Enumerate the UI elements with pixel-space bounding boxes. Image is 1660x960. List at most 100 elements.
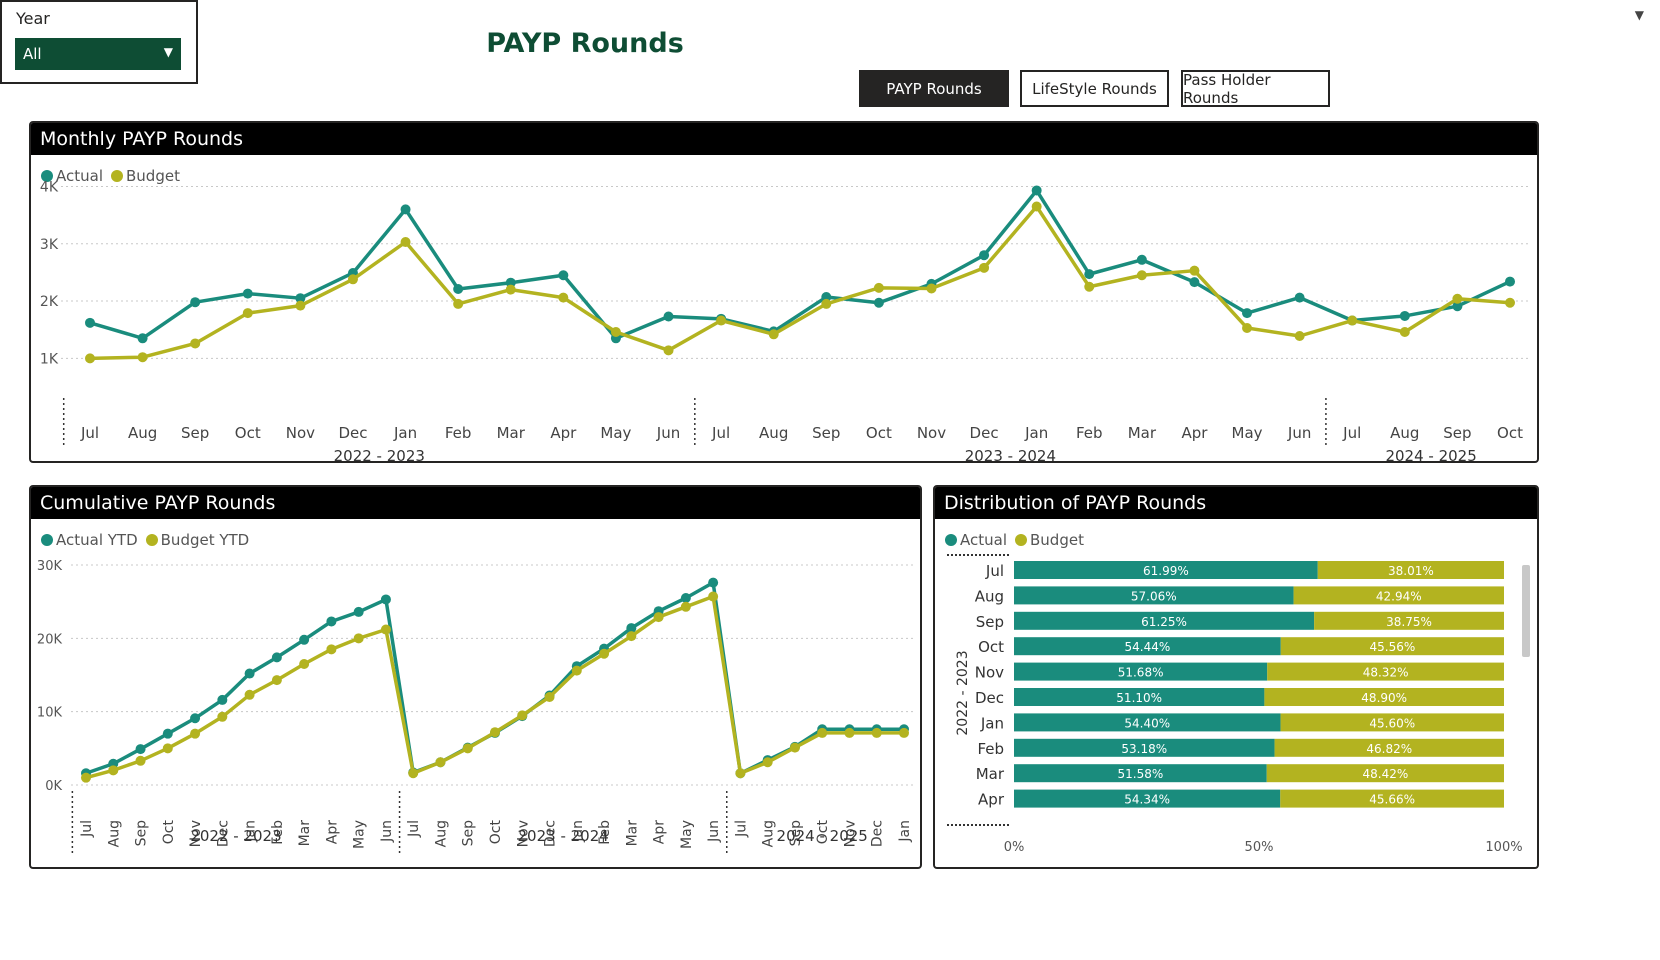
data-point-actual bbox=[873, 297, 884, 308]
year-dropdown[interactable]: All ▼ bbox=[15, 38, 181, 70]
y-category-label: Dec bbox=[975, 689, 1004, 707]
y-tick-label: 0K bbox=[45, 779, 62, 794]
x-tick-label: Dec bbox=[970, 424, 999, 442]
monthly-payp-card: Monthly PAYP Rounds Actual Budget 1K 2K 3K… bbox=[29, 121, 1539, 463]
bar-budget bbox=[1274, 738, 1504, 757]
legend-label: Budget bbox=[1030, 531, 1084, 549]
series-line-budget-ytd bbox=[85, 594, 904, 780]
group-label: 2023 - 2024 bbox=[518, 827, 609, 845]
data-point-budget-ytd bbox=[899, 727, 909, 738]
bar-actual bbox=[1014, 688, 1265, 706]
x-tick-label: Oct bbox=[815, 820, 831, 845]
y-category-label: Jul bbox=[985, 562, 1004, 580]
legend-item-budget-ytd[interactable]: Budget YTD bbox=[145, 531, 250, 549]
data-point-actual bbox=[190, 297, 201, 308]
bar-budget bbox=[1264, 688, 1504, 706]
chevron-down-icon[interactable]: ▼ bbox=[163, 45, 173, 59]
cumulative-legend: Actual YTD Budget YTD bbox=[41, 531, 257, 549]
cumulative-card-title: Cumulative PAYP Rounds bbox=[31, 487, 920, 519]
x-tick-label: 0% bbox=[1004, 840, 1025, 855]
data-point-actual-ytd bbox=[708, 577, 719, 588]
data-point-actual bbox=[1242, 308, 1253, 319]
bar-data-label: 54.40% bbox=[1124, 716, 1170, 730]
data-point-actual bbox=[1031, 185, 1042, 196]
data-point-budget-ytd bbox=[81, 772, 91, 783]
y-category-label: Mar bbox=[976, 765, 1005, 783]
legend-item-actual-ytd[interactable]: Actual YTD bbox=[41, 531, 138, 549]
data-point-actual bbox=[1136, 254, 1147, 265]
data-point-budget-ytd bbox=[408, 768, 419, 779]
legend-item-actual[interactable]: Actual bbox=[945, 531, 1007, 549]
data-point-budget-ytd bbox=[217, 711, 228, 722]
x-tick-label: Sep bbox=[812, 424, 840, 442]
data-point-budget-ytd bbox=[244, 689, 255, 700]
x-tick-label: Dec bbox=[543, 820, 559, 847]
data-point-budget-ytd bbox=[462, 743, 473, 754]
x-tick-label: Oct bbox=[488, 820, 504, 845]
data-point-budget-ytd bbox=[708, 591, 719, 602]
data-point-actual-ytd bbox=[217, 694, 228, 705]
data-point-actual-ytd bbox=[190, 713, 201, 724]
data-point-budget-ytd bbox=[626, 631, 637, 642]
payp-rounds-button[interactable]: PAYP Rounds bbox=[859, 70, 1009, 107]
page-title: PAYP Rounds bbox=[486, 28, 684, 59]
legend-item-budget[interactable]: Budget bbox=[1015, 531, 1084, 549]
data-point-actual bbox=[979, 250, 990, 261]
data-point-budget bbox=[505, 284, 516, 295]
data-point-budget bbox=[716, 315, 727, 326]
data-point-actual-ytd bbox=[680, 593, 691, 603]
data-point-budget-ytd bbox=[544, 692, 555, 702]
bar-data-label: 51.68% bbox=[1118, 666, 1164, 680]
budget-marker-icon bbox=[145, 534, 158, 546]
budget-marker-icon bbox=[1015, 534, 1027, 546]
year-dropdown-value: All bbox=[23, 45, 42, 63]
data-point-budget-ytd bbox=[135, 755, 146, 766]
bar-data-label: 38.75% bbox=[1386, 615, 1432, 629]
data-point-budget bbox=[1505, 297, 1515, 308]
series-line-budget bbox=[89, 204, 1511, 361]
data-point-budget bbox=[1399, 326, 1410, 337]
pass-holder-rounds-button[interactable]: Pass Holder Rounds bbox=[1181, 70, 1330, 107]
data-point-budget-ytd bbox=[653, 612, 664, 623]
bar-budget bbox=[1280, 713, 1504, 732]
bar-actual bbox=[1014, 637, 1281, 656]
bar-data-label: 38.01% bbox=[1388, 564, 1434, 578]
data-point-actual bbox=[1189, 277, 1200, 288]
y-category-label: Aug bbox=[975, 587, 1004, 605]
x-tick-label: Jan bbox=[897, 820, 913, 843]
bar-data-label: 45.60% bbox=[1369, 716, 1415, 730]
x-tick-label: Aug bbox=[1390, 424, 1419, 442]
bar-data-label: 54.34% bbox=[1124, 793, 1170, 807]
data-point-actual-ytd bbox=[353, 606, 364, 617]
x-tick-label: Jun bbox=[1287, 424, 1311, 442]
data-point-budget bbox=[610, 326, 621, 337]
chevron-down-icon[interactable]: ▼ bbox=[1634, 8, 1644, 22]
year-slicer[interactable]: Year ▼ All ▼ bbox=[0, 0, 1644, 84]
legend-item-actual[interactable]: Actual bbox=[41, 167, 103, 185]
group-label: 2022 - 2023 bbox=[190, 827, 281, 845]
data-point-actual-ytd bbox=[271, 652, 282, 663]
x-tick-label: Oct bbox=[161, 820, 177, 845]
data-point-budget-ytd bbox=[735, 768, 746, 779]
group-label: 2022 - 2023 bbox=[334, 447, 425, 461]
bar-budget bbox=[1280, 637, 1504, 656]
data-point-budget bbox=[295, 300, 306, 311]
x-tick-label: Aug bbox=[128, 424, 157, 442]
scrollbar-thumb[interactable] bbox=[1522, 565, 1530, 657]
x-tick-label: Jul bbox=[1342, 424, 1361, 442]
x-tick-label: Oct bbox=[235, 424, 261, 442]
x-tick-label: Apr bbox=[652, 820, 668, 844]
data-point-budget-ytd bbox=[571, 665, 582, 676]
legend-label: Budget YTD bbox=[160, 531, 250, 549]
data-point-budget bbox=[1084, 281, 1095, 292]
x-tick-label: Nov bbox=[286, 424, 315, 442]
lifestyle-rounds-button[interactable]: LifeStyle Rounds bbox=[1020, 70, 1169, 107]
legend-item-budget[interactable]: Budget bbox=[111, 167, 180, 185]
y-category-label: Jan bbox=[980, 714, 1004, 732]
data-point-budget-ytd bbox=[789, 742, 800, 753]
data-point-budget bbox=[663, 345, 674, 356]
bar-data-label: 51.58% bbox=[1117, 767, 1163, 781]
data-point-actual-ytd bbox=[380, 594, 391, 605]
series-line-actual bbox=[89, 188, 1511, 341]
data-point-budget-ytd bbox=[380, 624, 391, 635]
